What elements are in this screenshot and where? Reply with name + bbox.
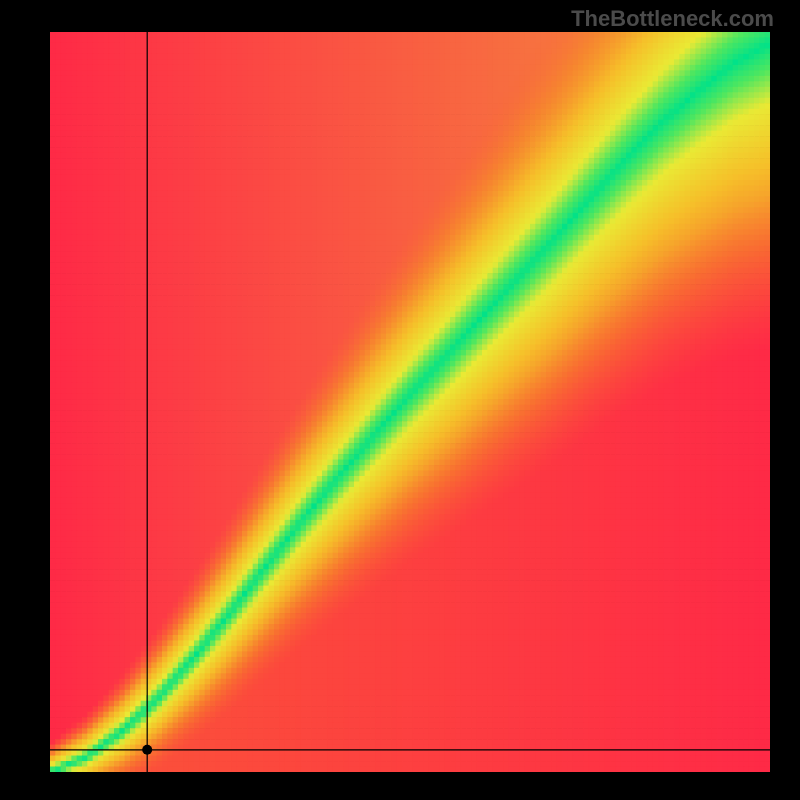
heatmap-plot bbox=[50, 32, 770, 772]
watermark-text: TheBottleneck.com bbox=[571, 6, 774, 32]
heatmap-canvas bbox=[50, 32, 770, 772]
